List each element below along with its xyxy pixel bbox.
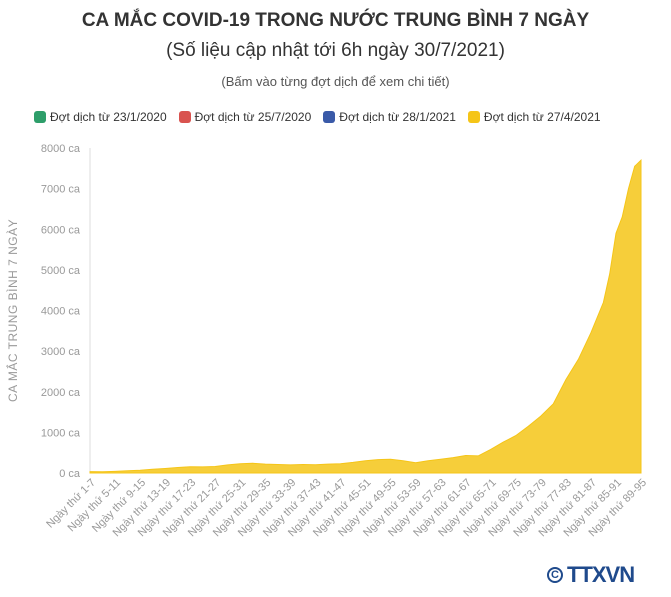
chart-subtitle: (Số liệu cập nhật tới 6h ngày 30/7/2021) <box>166 40 505 61</box>
legend-label-wave-1: Đợt dịch từ 23/1/2020 <box>50 110 167 124</box>
legend-swatch-wave-2 <box>178 111 191 123</box>
legend-item-wave-4[interactable]: Đợt dịch từ 27/4/2021 <box>467 110 601 124</box>
legend-swatch-wave-3 <box>323 111 336 123</box>
legend-label-wave-4: Đợt dịch từ 27/4/2021 <box>483 110 601 124</box>
y-tick-label: 2000 ca <box>41 387 81 399</box>
legend-item-wave-2[interactable]: Đợt dịch từ 25/7/2020 <box>178 110 312 124</box>
y-tick-label: 8000 ca <box>41 143 81 155</box>
legend-item-wave-3[interactable]: Đợt dịch từ 28/1/2021 <box>323 110 456 124</box>
y-tick-label: 6000 ca <box>41 224 81 236</box>
ttxvn-logo: C TTXVN <box>547 562 635 588</box>
chart-note: (Bấm vào từng đợt dịch để xem chi tiết) <box>221 74 450 89</box>
y-tick-label: 1000 ca <box>41 427 81 439</box>
y-tick-label: 0 ca <box>59 468 81 480</box>
y-tick-label: 4000 ca <box>41 306 81 318</box>
chart-title: CA MẮC COVID-19 TRONG NƯỚC TRUNG BÌNH 7 … <box>81 10 590 31</box>
legend-swatch-wave-4 <box>467 111 480 123</box>
y-tick-label: 3000 ca <box>41 346 81 358</box>
y-tick-label: 7000 ca <box>41 184 81 196</box>
legend-item-wave-1[interactable]: Đợt dịch từ 23/1/2020 <box>34 110 167 124</box>
legend: Đợt dịch từ 23/1/2020 Đợt dịch từ 25/7/2… <box>34 110 601 124</box>
logo-text: TTXVN <box>567 562 635 587</box>
y-tick-label: 5000 ca <box>41 265 81 277</box>
area-series <box>89 159 642 474</box>
legend-label-wave-2: Đợt dịch từ 25/7/2020 <box>194 110 312 124</box>
legend-swatch-wave-1 <box>34 111 46 123</box>
copyright-icon: C <box>547 567 563 583</box>
legend-label-wave-3: Đợt dịch từ 28/1/2021 <box>339 110 456 124</box>
